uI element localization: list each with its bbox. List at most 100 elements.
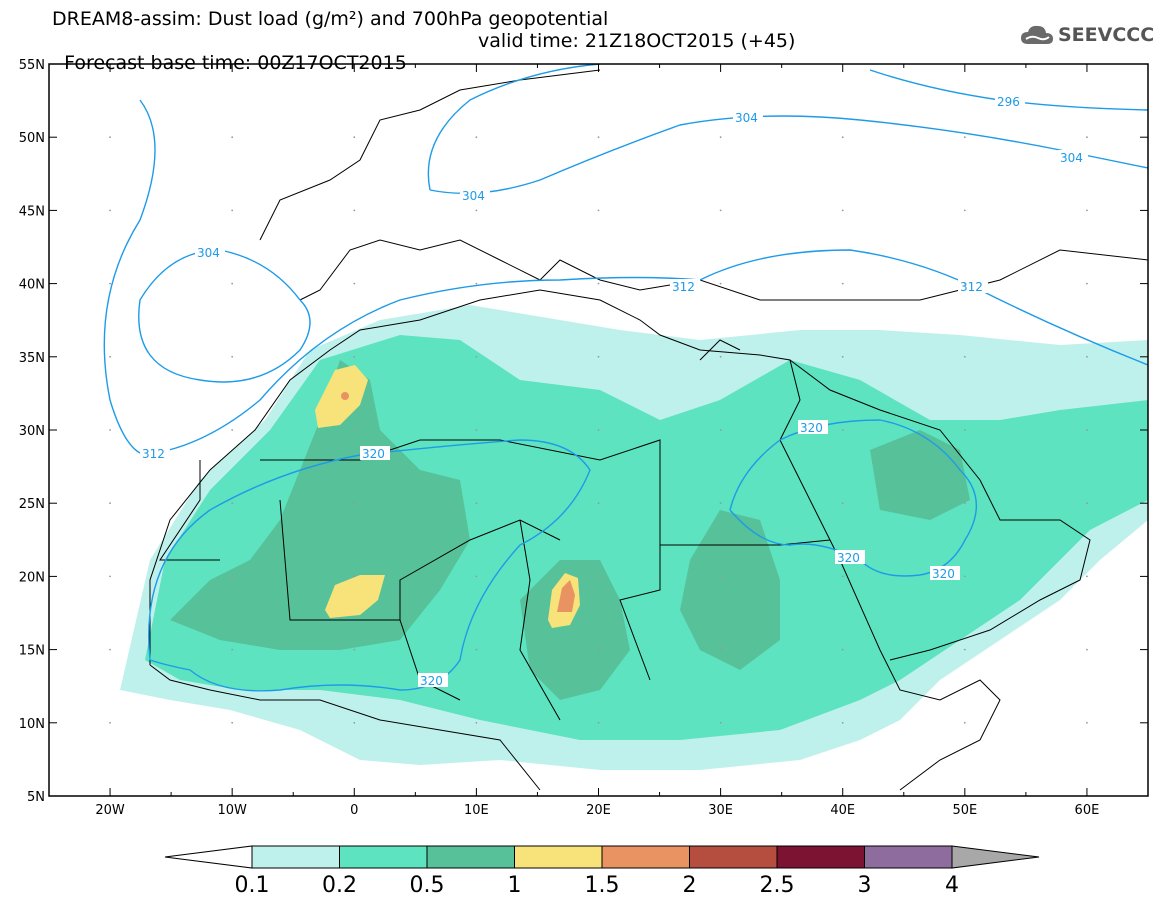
grid-dot: [841, 282, 844, 285]
contour-label: 296: [997, 95, 1020, 109]
grid-dot: [475, 429, 478, 431]
lat-tick-label: 25N: [19, 497, 45, 512]
grid-dot: [1086, 136, 1088, 139]
grid-dot: [231, 136, 234, 139]
contour-label: 312: [960, 280, 983, 294]
grid-dot: [841, 355, 844, 358]
colorbar-swatch: [426, 845, 515, 869]
grid-dot: [475, 575, 478, 578]
colorbar-label: 3: [858, 873, 872, 898]
contour-label: 320: [362, 447, 385, 461]
lat-tick-label: 55N: [19, 58, 45, 73]
contour-label: 320: [800, 421, 823, 435]
grid-dot: [353, 136, 356, 139]
lon-tick-label: 50E: [952, 803, 977, 818]
grid-dot: [719, 209, 722, 212]
seevccc-logo: SEEVCCC: [1020, 24, 1154, 46]
grid-dot: [963, 209, 966, 212]
colorbar-label: 0.1: [235, 873, 270, 898]
lat-tick-label: 50N: [19, 131, 45, 146]
valid-time: valid time: 21Z18OCT2015 (+45): [478, 30, 796, 52]
colorbar-swatch: [601, 845, 690, 869]
contour-label: 304: [735, 111, 758, 125]
grid-dot: [353, 721, 356, 724]
grid-dot: [719, 136, 722, 139]
grid-dot: [475, 648, 478, 651]
contour-label: 320: [420, 674, 443, 688]
grid-dot: [109, 209, 111, 212]
colorbar: 0.1 0.2 0.5 1 1.5 2 2.5 3 4: [164, 845, 1040, 898]
logo-text: SEEVCCC: [1058, 24, 1155, 46]
contour-label: 304: [197, 246, 220, 260]
grid-dot: [597, 282, 600, 285]
grid-dot: [597, 648, 600, 651]
lat-tick-label: 30N: [19, 424, 45, 439]
grid-dot: [719, 575, 722, 578]
colorbar-label: 1: [508, 873, 522, 898]
grid-dot: [963, 429, 966, 431]
grid-dot: [841, 209, 844, 212]
lat-tick-label: 10N: [19, 717, 45, 732]
contour-320-west: [148, 439, 591, 692]
grid-dot: [597, 355, 600, 358]
forecast-time-line: Forecast base time: 00Z17OCT2015 valid t…: [52, 30, 795, 96]
dust-level-1-mali: [325, 575, 385, 618]
contour-label: 320: [837, 551, 860, 565]
grid-dot: [719, 648, 722, 651]
contour-320-east: [729, 419, 977, 577]
dust-level-1.5-chad: [557, 580, 575, 612]
colorbar-swatch: [339, 845, 428, 869]
grid-dot: [231, 355, 234, 358]
grid-dot: [1086, 209, 1088, 212]
dust-level-0.5-sudan: [680, 510, 780, 670]
grid-dot: [475, 502, 478, 505]
contour-label: 304: [462, 189, 485, 203]
grid-dot: [231, 429, 234, 431]
grid-dot: [353, 355, 356, 358]
lon-tick-label: 10E: [464, 803, 489, 818]
grid-dot: [353, 209, 356, 212]
lat-tick-label: 20N: [19, 570, 45, 585]
latitude-axis: 55N 50N 45N 40N 35N 30N 25N 20N 15N 10N 5N: [19, 58, 1148, 805]
colorbar-swatch: [864, 845, 953, 869]
grid-dot: [231, 575, 234, 578]
map-title: DREAM8-assim: Dust load (g/m²) and 700hP…: [52, 8, 609, 30]
lon-tick-label: 10W: [217, 803, 247, 818]
coastlines: [149, 69, 1148, 791]
grid-dot: [963, 575, 966, 578]
colorbar-label: 4: [945, 873, 959, 898]
grid-dot: [963, 721, 966, 724]
contour-labels: 304 304 304 296 304 312 312 312 320 320 …: [140, 94, 1088, 688]
grid-dot: [475, 355, 478, 358]
longitude-axis: 20W 10W 0 10E 20E 30E 40E 50E 60E: [48, 64, 1149, 818]
lon-tick-label: 60E: [1075, 803, 1100, 818]
grid-dot: [597, 429, 600, 431]
grid-dot: [1086, 648, 1088, 651]
colorbar-under-triangle: [164, 845, 253, 869]
grid-dot: [231, 648, 234, 651]
grid-dot: [231, 209, 234, 212]
colorbar-swatch: [514, 845, 603, 869]
grid-dot: [841, 575, 844, 578]
grid-dot: [963, 502, 966, 505]
contour-label: 312: [672, 280, 695, 294]
lon-tick-label: 0: [350, 803, 358, 818]
grid-dot: [353, 575, 356, 578]
grid-dot: [719, 355, 722, 358]
grid-dot: [597, 209, 600, 212]
grid-dot: [963, 136, 966, 139]
grid-dot: [1086, 502, 1088, 505]
grid-dot: [231, 282, 234, 285]
grid-dot: [719, 282, 722, 285]
cloud-icon: [1021, 25, 1053, 44]
grid-dot: [109, 429, 111, 431]
grid-dot: [719, 721, 722, 724]
grid-dot: [841, 429, 844, 431]
base-time: Forecast base time: 00Z17OCT2015: [64, 52, 407, 74]
lon-tick-label: 40E: [830, 803, 855, 818]
colorbar-swatch: [689, 845, 778, 869]
colorbar-swatch: [251, 845, 340, 869]
grid-dot: [353, 429, 356, 431]
grid-dot: [597, 136, 600, 139]
grid-dot: [1086, 575, 1088, 578]
